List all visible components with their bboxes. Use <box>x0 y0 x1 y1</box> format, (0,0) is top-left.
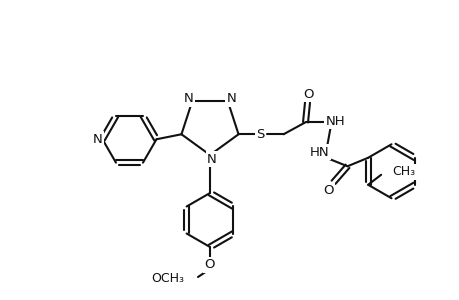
Text: O: O <box>302 88 313 101</box>
Text: CH₃: CH₃ <box>391 165 414 178</box>
Text: S: S <box>256 128 264 141</box>
Text: N: N <box>183 92 193 105</box>
Text: HN: HN <box>309 146 329 159</box>
Text: N: N <box>226 92 236 105</box>
Text: NH: NH <box>325 115 345 128</box>
Text: N: N <box>92 133 102 146</box>
Text: N: N <box>207 152 216 166</box>
Text: O: O <box>323 184 333 197</box>
Text: O: O <box>204 259 215 272</box>
Text: OCH₃: OCH₃ <box>151 272 184 284</box>
